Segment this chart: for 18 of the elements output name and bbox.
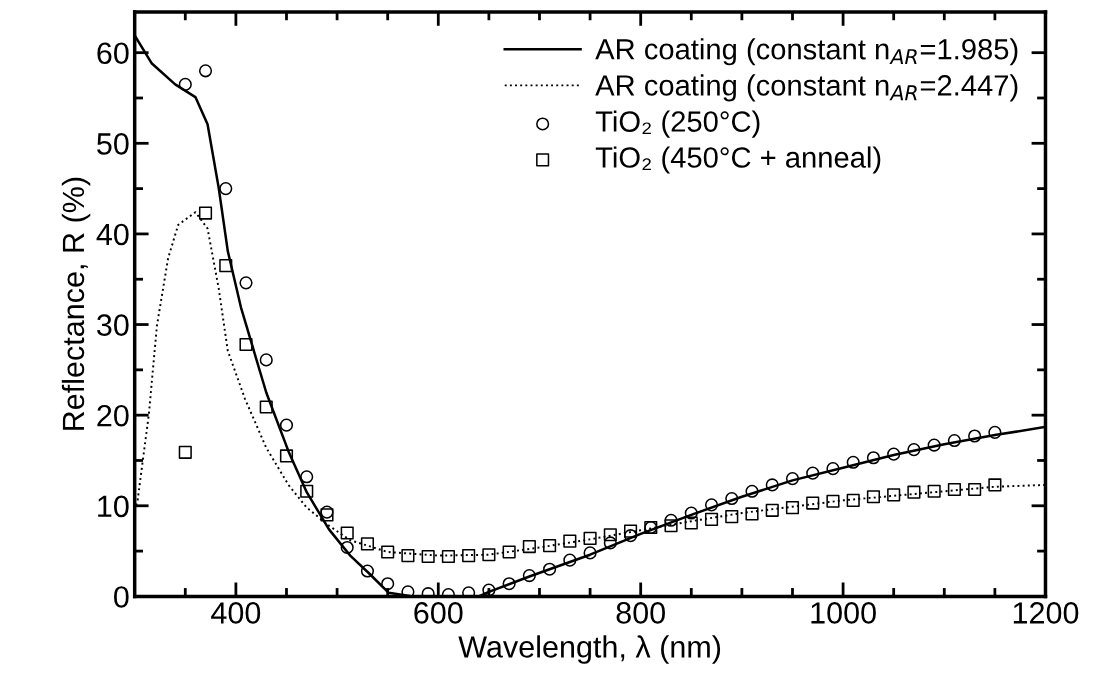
y-tick-label: 60 xyxy=(97,42,129,65)
x-tick-label: 600 xyxy=(414,602,463,624)
y-tick-label: 10 xyxy=(98,495,129,518)
legend-label: AR coating (constant n$_{AR}$=2.447) xyxy=(595,74,1018,102)
y-tick-label: 20 xyxy=(97,404,129,427)
x-tick-label: 1200 xyxy=(1013,602,1079,624)
y-axis-title: Reflectance, R (%) xyxy=(61,177,91,430)
x-tick-label: 1000 xyxy=(811,602,876,624)
legend-label: AR coating (constant n$_{AR}$=1.985) xyxy=(595,38,1018,66)
y-tick-label: 0 xyxy=(114,586,129,608)
x-tick-label: 400 xyxy=(211,602,261,624)
y-tick-label: 50 xyxy=(97,133,129,155)
legend-label: TiO₂ (450°C + anneal) xyxy=(595,146,881,174)
x-tick-label: 800 xyxy=(616,602,665,624)
x-axis-title: Wavelength, λ (nm) xyxy=(458,635,721,664)
legend-label: TiO₂ (250°C) xyxy=(595,110,760,138)
y-tick-label: 30 xyxy=(97,314,129,336)
y-tick-label: 40 xyxy=(96,223,129,246)
